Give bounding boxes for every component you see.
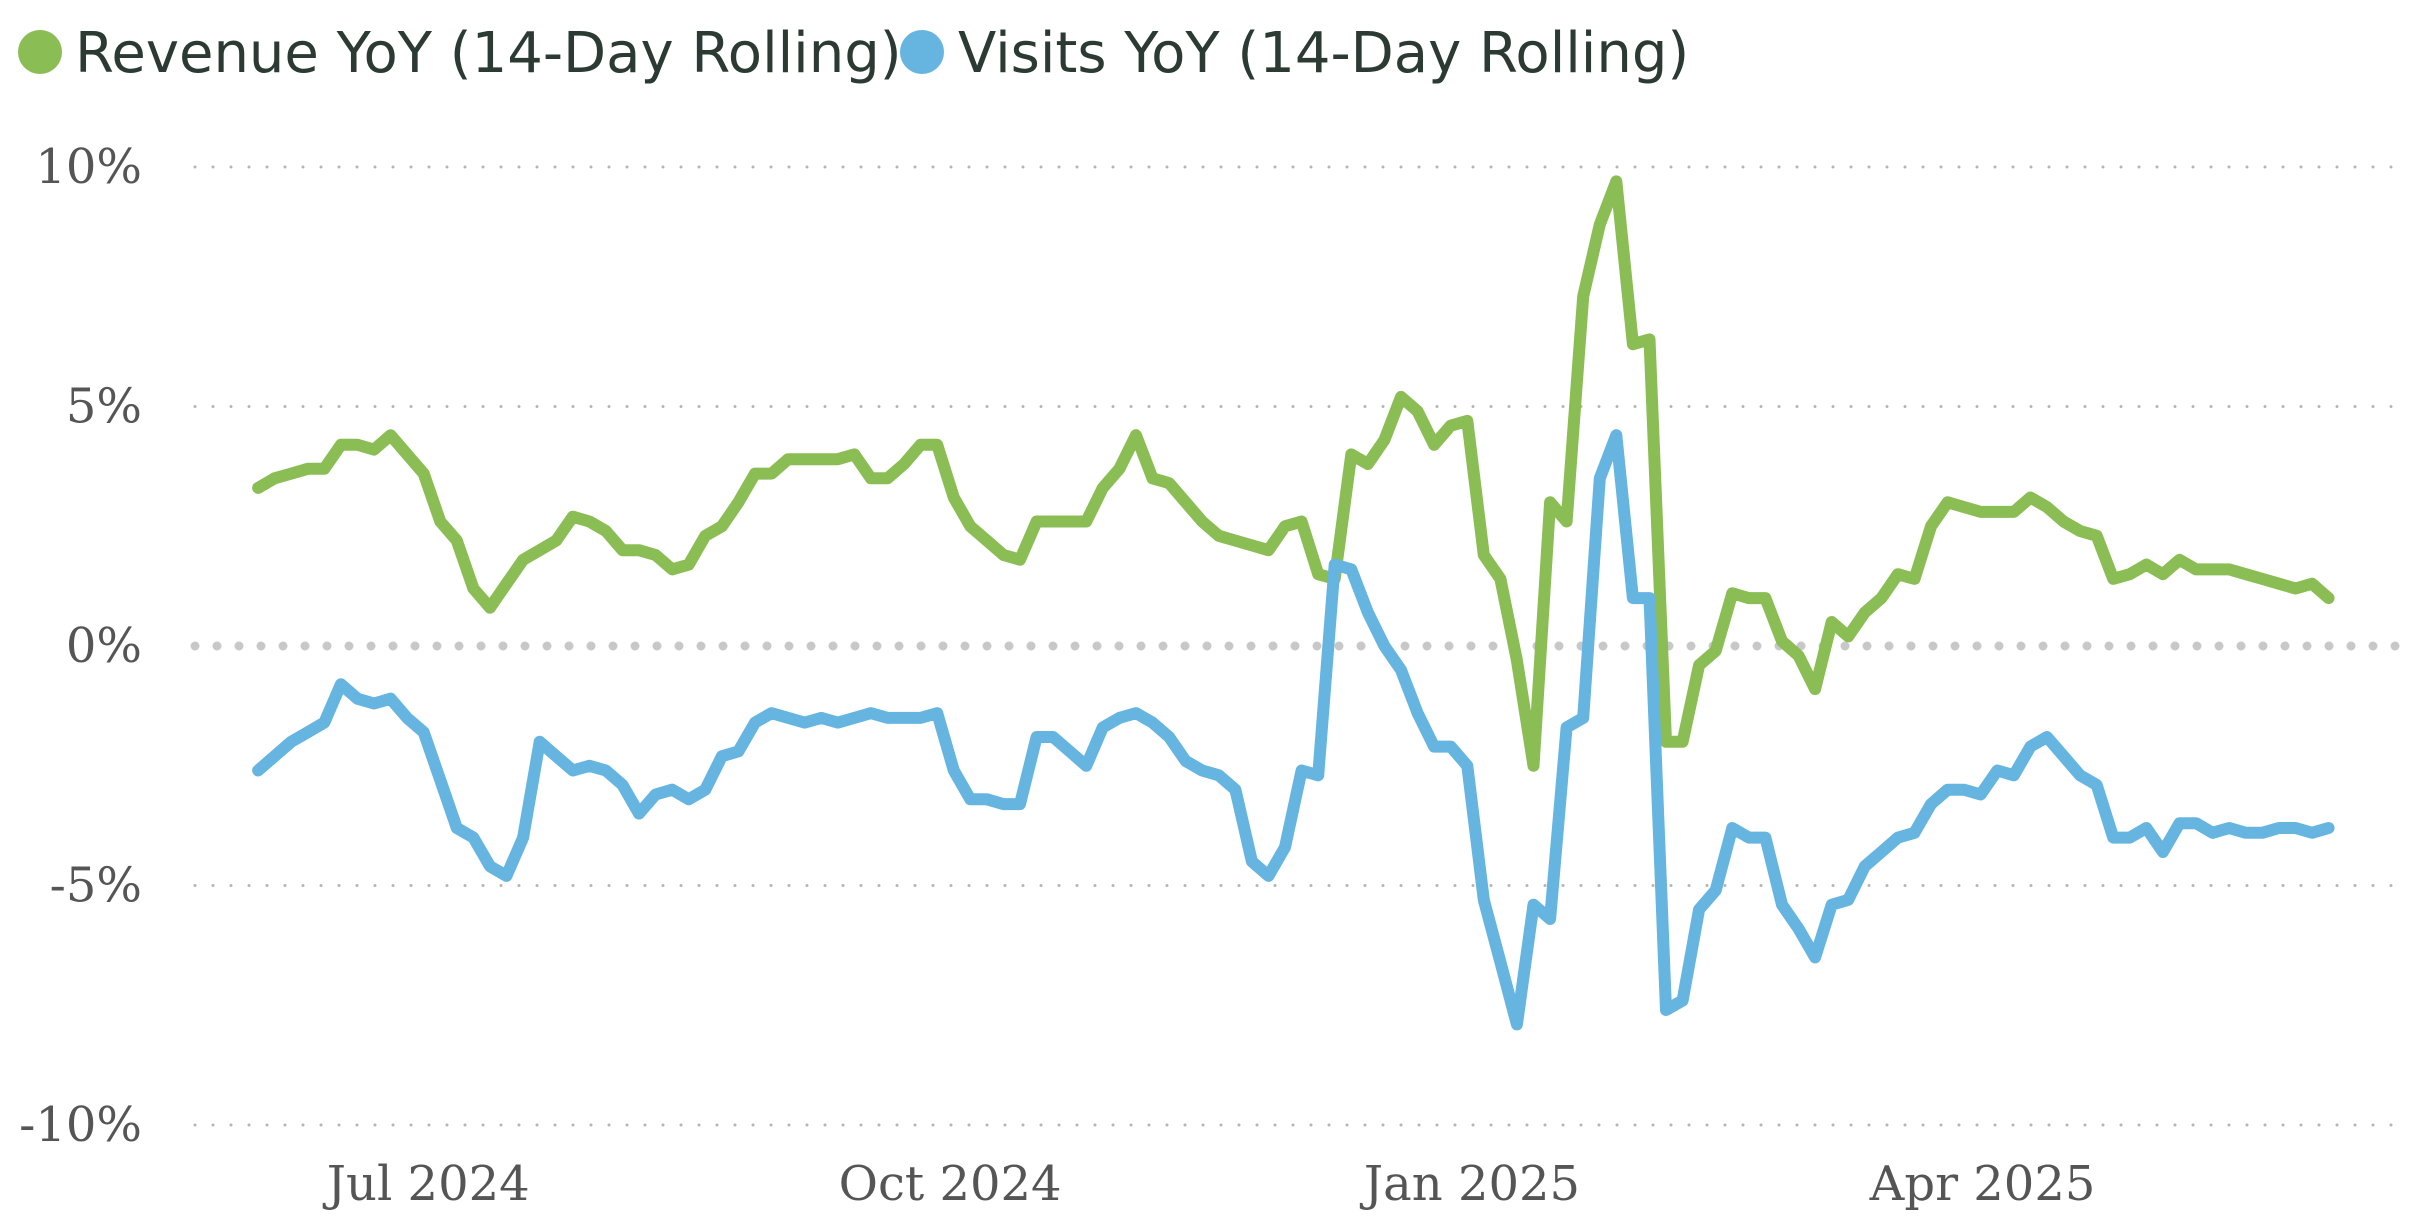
- x-axis: Jul 2024 Oct 2024 Jan 2025 Apr 2025: [322, 1156, 2096, 1212]
- y-tick-label: 5%: [66, 379, 142, 435]
- legend-item-revenue[interactable]: Revenue YoY (14-Day Rolling): [18, 21, 902, 86]
- legend-item-visits[interactable]: Visits YoY (14-Day Rolling): [900, 21, 1689, 86]
- y-axis: 10% 5% 0% -5% -10%: [19, 139, 142, 1153]
- series-lines: [252, 175, 2335, 1031]
- series-line-revenue: [252, 175, 2335, 772]
- y-tick-label: 10%: [35, 139, 142, 195]
- y-tick-label: -10%: [19, 1097, 142, 1153]
- gridlines: [190, 165, 2410, 1127]
- legend: Revenue YoY (14-Day Rolling) Visits YoY …: [18, 21, 1689, 86]
- x-tick-label: Jul 2024: [322, 1156, 530, 1212]
- y-tick-label: -5%: [50, 858, 142, 914]
- y-tick-label: 0%: [66, 618, 142, 674]
- legend-swatch-visits: [900, 30, 944, 74]
- legend-swatch-revenue: [18, 30, 62, 74]
- x-tick-label: Jan 2025: [1359, 1156, 1580, 1212]
- x-tick-label: Apr 2025: [1869, 1156, 2096, 1212]
- legend-label-revenue: Revenue YoY (14-Day Rolling): [75, 21, 902, 86]
- legend-label-visits: Visits YoY (14-Day Rolling): [958, 21, 1689, 86]
- x-tick-label: Oct 2024: [839, 1156, 1062, 1212]
- series-line-visits: [252, 429, 2335, 1031]
